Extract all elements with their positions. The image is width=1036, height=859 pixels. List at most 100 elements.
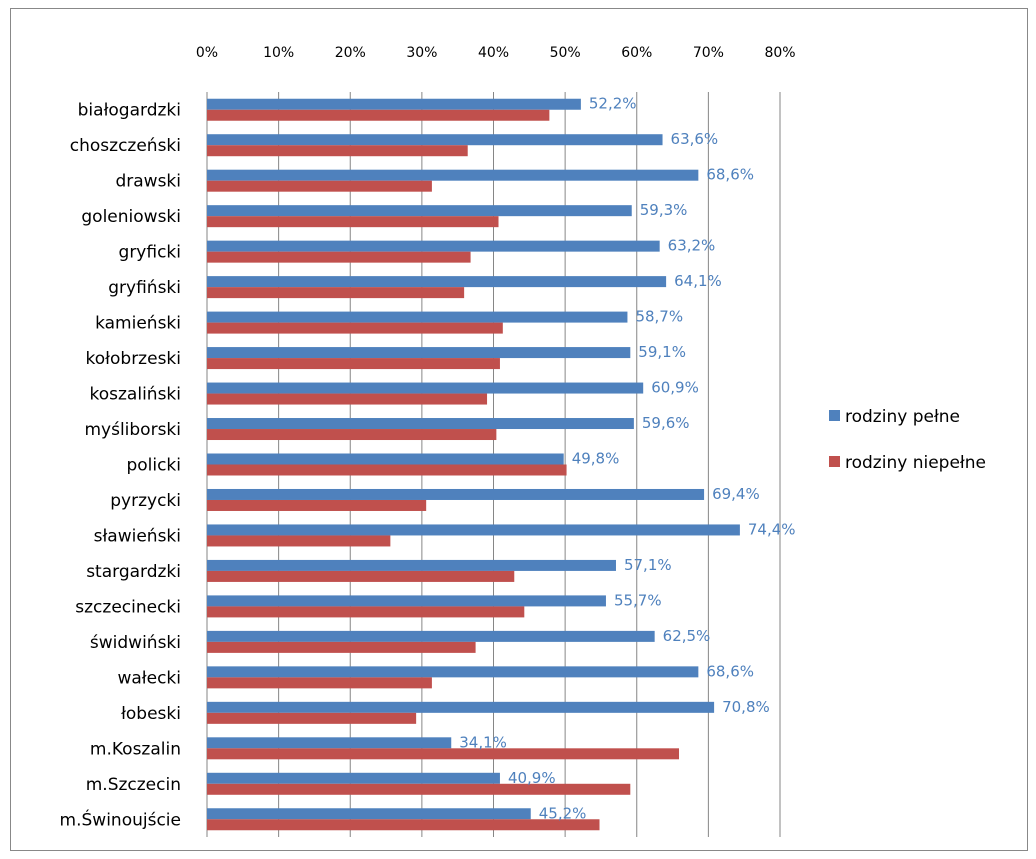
x-axis-ticks: 0% 10% 20% 30% 40% 50% 60% 70% 80% (196, 45, 796, 61)
bars (207, 98, 740, 831)
category-label: goleniowski (81, 207, 181, 227)
x-tick-label: 40% (478, 45, 509, 61)
bar-rodziny-pelne (207, 276, 667, 288)
x-tick-label: 80% (764, 45, 795, 61)
data-label: 64,1% (674, 272, 722, 290)
data-label: 59,3% (640, 201, 688, 219)
bar-rodziny-pelne (207, 559, 616, 571)
bar-rodziny-niepelne (207, 535, 391, 547)
data-label: 52,2% (589, 95, 637, 113)
data-label: 59,6% (642, 414, 690, 432)
bar-rodziny-niepelne (207, 145, 468, 157)
legend-label: rodziny niepełne (845, 453, 986, 473)
bar-rodziny-pelne (207, 98, 581, 110)
bar-rodziny-niepelne (207, 287, 465, 299)
data-label: 58,7% (635, 308, 683, 326)
bar-rodziny-niepelne (207, 464, 567, 476)
bar-rodziny-pelne (207, 311, 628, 323)
data-label: 55,7% (614, 591, 662, 609)
bar-rodziny-niepelne (207, 393, 488, 405)
bar-rodziny-niepelne (207, 819, 600, 831)
data-label: 63,6% (671, 130, 719, 148)
category-label: kołobrzeski (86, 349, 181, 369)
data-label: 69,4% (712, 485, 760, 503)
data-labels: 52,2% 63,6% 68,6% 59,3% 63,2% 64,1% 58,7% 59,1%… (459, 95, 795, 823)
category-label: m.Szczecin (86, 775, 181, 795)
category-label: białogardzki (78, 101, 181, 121)
x-tick-label: 0% (196, 45, 218, 61)
bar-rodziny-niepelne (207, 677, 432, 689)
legend: rodziny pełne rodziny niepełne (829, 407, 986, 473)
category-label: koszaliński (90, 385, 181, 405)
bar-rodziny-niepelne (207, 322, 503, 334)
bar-rodziny-pelne (207, 595, 606, 607)
bar-rodziny-pelne (207, 630, 655, 642)
x-tick-label: 50% (550, 45, 581, 61)
category-label: gryfiński (108, 278, 181, 298)
category-label: drawski (115, 172, 181, 192)
x-tick-label: 60% (621, 45, 652, 61)
data-label: 60,9% (651, 379, 699, 397)
bar-rodziny-niepelne (207, 570, 515, 582)
category-label: choszczeński (70, 136, 181, 156)
category-label: myśliborski (84, 420, 181, 440)
category-label: stargardzki (86, 562, 181, 582)
data-label: 70,8% (722, 698, 770, 716)
data-label: 45,2% (539, 804, 587, 822)
bar-rodziny-pelne (207, 134, 663, 146)
bar-rodziny-niepelne (207, 499, 427, 511)
bar-rodziny-niepelne (207, 606, 525, 618)
bar-rodziny-niepelne (207, 783, 631, 795)
x-tick-label: 10% (263, 45, 294, 61)
data-label: 74,4% (748, 520, 796, 538)
bar-rodziny-niepelne (207, 251, 471, 263)
category-labels: białogardzki choszczeński drawski goleniows… (60, 101, 181, 831)
bar-rodziny-pelne (207, 737, 452, 749)
data-label: 57,1% (624, 556, 672, 574)
bar-rodziny-niepelne (207, 641, 476, 653)
data-label: 62,5% (663, 627, 711, 645)
bar-rodziny-pelne (207, 382, 644, 394)
category-label: kamieński (95, 314, 181, 334)
bar-rodziny-niepelne (207, 748, 680, 760)
category-label: pyrzycki (110, 491, 181, 511)
data-label: 34,1% (459, 733, 507, 751)
bar-rodziny-pelne (207, 808, 531, 820)
bar-rodziny-niepelne (207, 180, 432, 192)
x-tick-label: 30% (406, 45, 437, 61)
category-label: policki (126, 456, 181, 476)
bar-rodziny-pelne (207, 772, 500, 784)
category-label: sławieński (94, 526, 181, 546)
legend-label: rodziny pełne (845, 407, 960, 427)
bar-rodziny-pelne (207, 524, 740, 536)
legend-swatch (829, 410, 840, 421)
bar-rodziny-pelne (207, 666, 699, 678)
x-tick-label: 20% (335, 45, 366, 61)
data-label: 59,1% (638, 343, 686, 361)
bar-rodziny-pelne (207, 240, 660, 252)
category-label: świdwiński (90, 633, 181, 653)
category-label: szczecinecki (75, 597, 181, 617)
category-label: gryficki (119, 243, 181, 263)
bar-rodziny-pelne (207, 169, 699, 181)
bar-rodziny-niepelne (207, 216, 499, 228)
category-label: łobeski (121, 704, 181, 724)
bar-rodziny-pelne (207, 205, 632, 217)
bar-rodziny-pelne (207, 453, 564, 465)
data-label: 40,9% (508, 769, 556, 787)
legend-swatch (829, 456, 840, 467)
x-tick-label: 70% (693, 45, 724, 61)
data-label: 49,8% (572, 450, 620, 468)
category-label: m.Koszalin (90, 739, 181, 759)
bar-rodziny-niepelne (207, 429, 497, 441)
category-label: m.Świnoujście (60, 808, 181, 830)
bar-rodziny-niepelne (207, 712, 417, 724)
category-label: wałecki (117, 668, 181, 688)
bar-rodziny-pelne (207, 418, 634, 430)
bar-rodziny-niepelne (207, 109, 550, 121)
bar-rodziny-niepelne (207, 358, 500, 370)
bar-rodziny-pelne (207, 701, 715, 713)
bar-rodziny-pelne (207, 347, 631, 359)
data-label: 63,2% (668, 237, 716, 255)
